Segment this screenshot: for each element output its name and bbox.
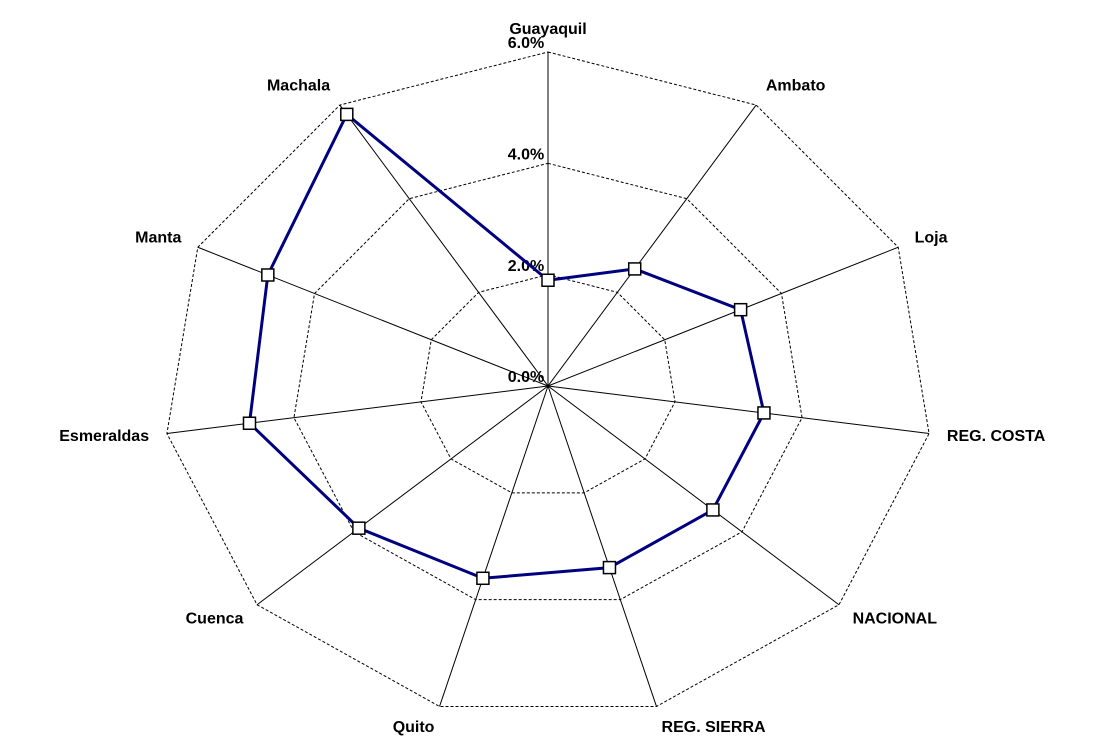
category-label: Machala [267,78,330,95]
category-label: REG. COSTA [947,428,1046,445]
spoke [339,104,549,387]
category-label: NACIONAL [853,610,938,627]
marker [261,268,275,282]
spoke [547,385,930,435]
spoke [547,246,899,387]
category-label: Esmeraldas [59,428,149,445]
series-line [247,112,766,580]
category-label: Cuenca [186,610,244,627]
category-label: Manta [135,229,181,246]
marker [352,521,366,535]
category-label: Quito [393,719,435,736]
marker [476,571,490,586]
category-label: Loja [915,229,948,246]
category-label: REG. SIERRA [662,719,766,736]
r-tick-label: 6.0% [508,35,544,52]
r-tick-label: 4.0% [508,147,544,164]
marker [627,262,642,276]
r-tick-label: 0.0% [508,369,544,386]
marker [706,503,720,517]
spoke [256,385,549,606]
spoke [439,385,549,707]
spoke [547,385,657,707]
spoke [166,385,549,435]
grid-ring [166,51,930,707]
marker [733,302,748,317]
spoke [547,104,757,387]
marker [242,416,257,430]
grid-ring [420,274,676,494]
marker [340,107,354,122]
spoke [197,246,549,387]
category-label: Guayaquil [509,21,586,38]
grid-ring [293,162,803,601]
spoke [547,385,840,606]
category-label: Ambato [766,78,826,95]
marker [757,406,771,420]
marker [602,560,617,575]
marker [541,273,555,287]
